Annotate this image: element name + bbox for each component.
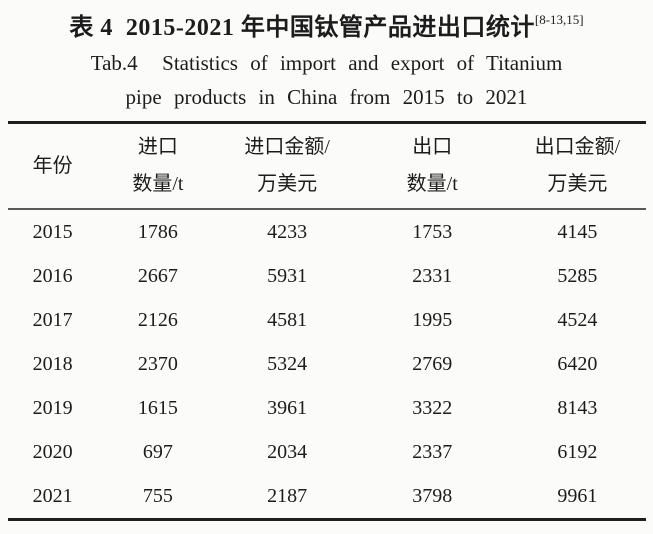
cell-year: 2017 — [32, 308, 73, 331]
table-row: 2021 755 2187 3798 9961 — [8, 474, 646, 520]
col-header-line: 万美元 — [547, 173, 608, 195]
cell-year: 2020 — [32, 440, 73, 463]
cell-export-value: 4524 — [557, 308, 598, 331]
cell-import-value: 5931 — [267, 264, 308, 287]
cell-import-value: 4581 — [267, 308, 308, 331]
cell-year: 2016 — [32, 264, 73, 287]
col-header-import-value: 进口金额/ 万美元 — [218, 122, 356, 210]
cell-import-value: 3961 — [267, 396, 308, 419]
cell-export-qty: 2331 — [412, 264, 453, 287]
header-row: 年份 进口 数量/t 进口金额/ 万美元 出口 数量/t 出口金额/ 万美元 — [8, 122, 646, 210]
cell-import-value: 4233 — [267, 220, 308, 243]
col-header-line: 年份 — [32, 154, 73, 177]
table-row: 2018 2370 5324 2769 6420 — [8, 342, 646, 386]
cell-export-value: 4145 — [557, 220, 598, 243]
table-row: 2016 2667 5931 2331 5285 — [8, 254, 646, 298]
col-header-line: 进口 — [137, 136, 178, 158]
cell-export-qty: 1995 — [412, 308, 453, 331]
table-title-zh-text: 表 4 2015-2021 年中国钛管产品进出口统计 — [69, 15, 535, 41]
cell-import-qty: 1786 — [137, 220, 178, 243]
cell-import-qty: 755 — [142, 484, 173, 507]
col-header-year: 年份 — [8, 122, 98, 210]
col-header-line: 数量/t — [132, 173, 184, 195]
cell-import-value: 5324 — [267, 352, 308, 375]
col-header-line: 出口金额/ — [534, 136, 621, 158]
table-title-en-line1: Tab.4 Statistics of import and export of… — [90, 51, 563, 75]
cell-import-value: 2187 — [267, 484, 308, 507]
cell-export-value: 5285 — [557, 264, 598, 287]
cell-import-qty: 1615 — [137, 396, 178, 419]
cell-import-qty: 2126 — [137, 308, 178, 331]
col-header-line: 进口金额/ — [244, 136, 330, 158]
col-header-import-qty: 进口 数量/t — [97, 122, 219, 210]
table-row: 2015 1786 4233 1753 4145 — [8, 209, 646, 254]
col-header-export-qty: 出口 数量/t — [355, 122, 509, 210]
cell-year: 2019 — [32, 396, 73, 419]
cell-export-value: 9961 — [557, 484, 598, 507]
cell-export-value: 8143 — [557, 396, 598, 419]
cell-year: 2018 — [32, 352, 73, 375]
cell-import-qty: 2370 — [137, 352, 178, 375]
col-header-line: 出口 — [412, 136, 453, 158]
cell-import-value: 2034 — [267, 440, 308, 463]
table-header: 年份 进口 数量/t 进口金额/ 万美元 出口 数量/t 出口金额/ 万美元 — [8, 122, 646, 210]
cell-export-qty: 3322 — [412, 396, 453, 419]
col-header-export-value: 出口金额/ 万美元 — [508, 122, 646, 210]
import-export-table: 年份 进口 数量/t 进口金额/ 万美元 出口 数量/t 出口金额/ 万美元 — [8, 121, 646, 521]
cell-export-value: 6192 — [557, 440, 598, 463]
table-row: 2019 1615 3961 3322 8143 — [8, 386, 646, 430]
cell-year: 2021 — [32, 484, 73, 507]
table-title-zh: 表 4 2015-2021 年中国钛管产品进出口统计[8-13,15] — [0, 0, 653, 42]
cell-import-qty: 2667 — [137, 264, 178, 287]
cell-import-qty: 697 — [142, 440, 173, 463]
table-row: 2017 2126 4581 1995 4524 — [8, 298, 646, 342]
citation-superscript: [8-13,15] — [534, 12, 584, 27]
cell-export-value: 6420 — [557, 352, 598, 375]
table-title-en-line2: pipe products in China from 2015 to 2021 — [125, 85, 528, 109]
cell-export-qty: 1753 — [412, 220, 453, 243]
cell-year: 2015 — [32, 220, 73, 243]
col-header-line: 数量/t — [406, 173, 458, 195]
cell-export-qty: 2337 — [412, 440, 453, 463]
table-body: 2015 1786 4233 1753 4145 2016 2667 5931 … — [8, 209, 646, 520]
cell-export-qty: 2769 — [412, 352, 453, 375]
cell-export-qty: 3798 — [412, 484, 453, 507]
col-header-line: 万美元 — [257, 173, 318, 195]
table-row: 2020 697 2034 2337 6192 — [8, 430, 646, 474]
